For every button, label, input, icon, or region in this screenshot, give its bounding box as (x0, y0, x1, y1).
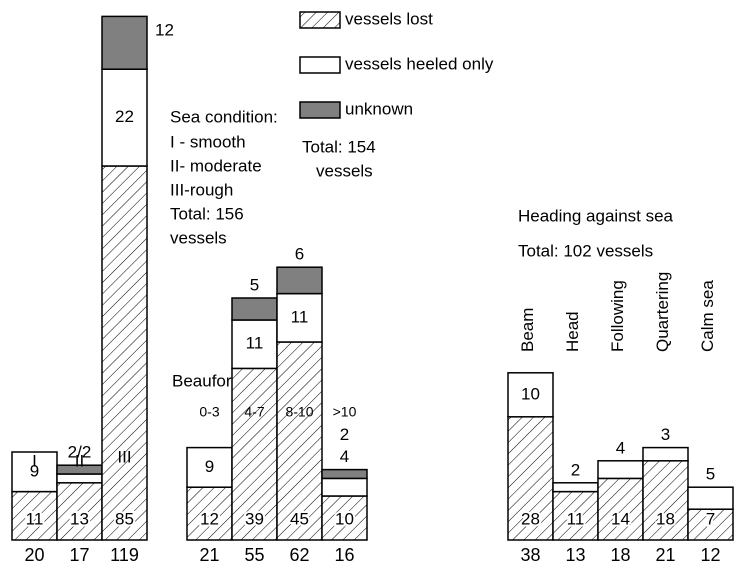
legend-label: vessels lost (345, 9, 433, 28)
category-label: 8-10 (285, 404, 313, 420)
category-label: Following (608, 280, 627, 352)
data-label: 22 (115, 107, 134, 126)
data-label: 3 (661, 425, 670, 444)
legend-swatch (299, 11, 341, 29)
total-label: 18 (610, 545, 630, 565)
data-label: 11 (291, 307, 309, 326)
category-label: Quartering (653, 272, 672, 352)
bar-segment (231, 319, 278, 370)
bar-segment (687, 508, 734, 541)
bar-segment (101, 165, 148, 541)
category-label: Head (563, 311, 582, 352)
category-label: III (117, 447, 131, 466)
data-label: 10 (335, 509, 354, 528)
data-label: 39 (245, 509, 264, 528)
bar-segment (642, 446, 689, 462)
legend-swatch (299, 56, 341, 74)
chart-title: Beaufort: (172, 371, 241, 390)
total-label: 12 (700, 545, 720, 565)
legend-label: unknown (345, 99, 413, 118)
bar-segment (101, 68, 148, 167)
bar-segment (11, 490, 58, 541)
data-label: 5 (250, 275, 259, 294)
data-label: 11 (26, 509, 44, 528)
data-label: 11 (246, 334, 264, 353)
total-label: 119 (110, 545, 139, 565)
bar-segment (321, 477, 368, 497)
data-label: 10 (521, 384, 540, 403)
bar-segment (321, 495, 368, 541)
data-label: 12 (155, 20, 174, 39)
category-label: Beam (518, 308, 537, 352)
data-label: 13 (70, 509, 89, 528)
data-label: 2 (340, 425, 349, 444)
category-label: I (32, 451, 37, 470)
bar-segment (507, 372, 554, 418)
bar-segment (597, 460, 644, 480)
annotation: 2/2 (68, 443, 92, 462)
total-label: 55 (244, 545, 264, 565)
note: Total: 102 vessels (518, 241, 653, 260)
total-label: 13 (565, 545, 585, 565)
bar-segment (552, 490, 599, 541)
note: Total: 154 (302, 137, 376, 156)
data-label: 9 (30, 461, 39, 480)
bar-segment (101, 15, 148, 70)
data-label: 18 (656, 509, 675, 528)
data-label: 14 (611, 509, 630, 528)
total-label: 17 (69, 545, 89, 565)
data-label: 85 (115, 509, 134, 528)
data-label: 6 (295, 245, 304, 264)
bar-segment (552, 482, 599, 493)
data-label: 2 (571, 460, 580, 479)
bar-segment (507, 416, 554, 541)
bar-segment (276, 292, 323, 343)
bar-segment (276, 341, 323, 541)
total-label: 16 (334, 545, 354, 565)
note: II- moderate (170, 156, 262, 175)
legend-label: vessels heeled only (345, 54, 494, 73)
bar-segment (642, 460, 689, 541)
data-label: 5 (706, 465, 715, 484)
bar-segment (11, 451, 58, 493)
category-label: Calm sea (698, 280, 717, 352)
data-label: 45 (290, 509, 309, 528)
note: vessels (170, 228, 227, 247)
note: III-rough (170, 180, 233, 199)
legend-swatch (299, 101, 341, 119)
total-label: 21 (199, 545, 219, 565)
bar-segment (321, 468, 368, 480)
data-label: 4 (340, 447, 349, 466)
data-label: 11 (567, 509, 585, 528)
bar-segment (276, 266, 323, 295)
bar-segment (687, 486, 734, 510)
bar-segment (597, 477, 644, 541)
total-label: 62 (289, 545, 309, 565)
total-label: 20 (24, 545, 44, 565)
data-label: 28 (521, 509, 540, 528)
data-label: 9 (205, 457, 214, 476)
bar-segment (56, 482, 103, 541)
category-label: 0-3 (199, 404, 219, 420)
data-label: 12 (200, 509, 219, 528)
category-label: II (75, 451, 84, 470)
note: vessels (316, 161, 373, 180)
bar-segment (231, 297, 278, 321)
total-label: 38 (520, 545, 540, 565)
chart-title: Heading against sea (518, 206, 674, 225)
data-label: 4 (616, 438, 625, 457)
category-label: 4-7 (244, 404, 264, 420)
chart-title: Sea condition: (170, 107, 278, 126)
bar-segment (56, 473, 103, 484)
category-label: >10 (333, 404, 357, 420)
total-label: 21 (655, 545, 675, 565)
data-label: 7 (706, 509, 715, 528)
note: I - smooth (170, 132, 246, 151)
note: Total: 156 (170, 204, 244, 223)
